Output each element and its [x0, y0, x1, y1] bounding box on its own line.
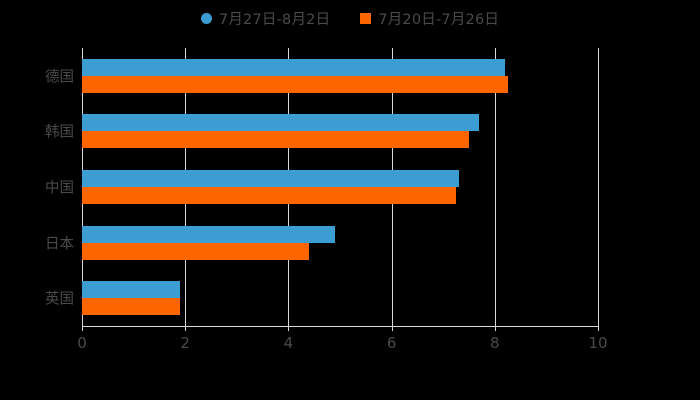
x-tick-label-8: 8 [490, 334, 500, 352]
y-category-label-0: 德国 [45, 69, 74, 86]
y-category-label-4: 英国 [45, 291, 74, 308]
bar-4-series-1[interactable] [82, 298, 181, 316]
legend-marker-icon-series-0 [200, 13, 212, 24]
x-tick-mark-8 [494, 326, 496, 331]
gridline-x-10 [598, 48, 599, 326]
bar-3-series-1[interactable] [82, 242, 310, 260]
x-tick-mark-6 [391, 326, 393, 331]
x-tick-label-10: 10 [588, 334, 608, 352]
x-tick-label-4: 4 [283, 334, 294, 352]
legend-marker-icon-series-1 [360, 13, 372, 24]
bar-1-series-0[interactable] [82, 114, 480, 132]
legend-item-series-0[interactable]: 7月27日-8月2日 [200, 8, 331, 29]
bar-2-series-0[interactable] [82, 170, 459, 187]
x-tick-mark-2 [185, 326, 187, 331]
y-category-label-3: 日本 [45, 236, 74, 253]
bar-2-series-1[interactable] [82, 187, 457, 204]
bar-0-series-1[interactable] [82, 75, 508, 93]
bar-0-series-0[interactable] [82, 58, 506, 76]
x-axis-line [82, 326, 599, 327]
bar-4-series-0[interactable] [82, 281, 181, 299]
gridline-x-8 [494, 48, 496, 326]
legend-item-series-1[interactable]: 7月20日-7月26日 [360, 8, 499, 29]
chart-legend: 7月27日-8月2日 7月20日-7月26日 [0, 8, 700, 29]
bar-3-series-0[interactable] [82, 225, 335, 243]
y-category-label-2: 中国 [45, 180, 74, 197]
x-tick-mark-0 [82, 326, 83, 331]
x-tick-label-0: 0 [77, 334, 87, 352]
x-tick-mark-10 [598, 326, 599, 331]
legend-label-series-0: 7月27日-8月2日 [218, 12, 331, 28]
y-category-label-1: 韩国 [45, 124, 74, 141]
x-tick-mark-4 [288, 326, 290, 331]
legend-label-series-1: 7月20日-7月26日 [378, 12, 500, 28]
bar-1-series-1[interactable] [82, 131, 469, 149]
x-tick-label-2: 2 [180, 334, 190, 352]
x-tick-label-6: 6 [386, 334, 397, 352]
plot-area [82, 48, 599, 326]
